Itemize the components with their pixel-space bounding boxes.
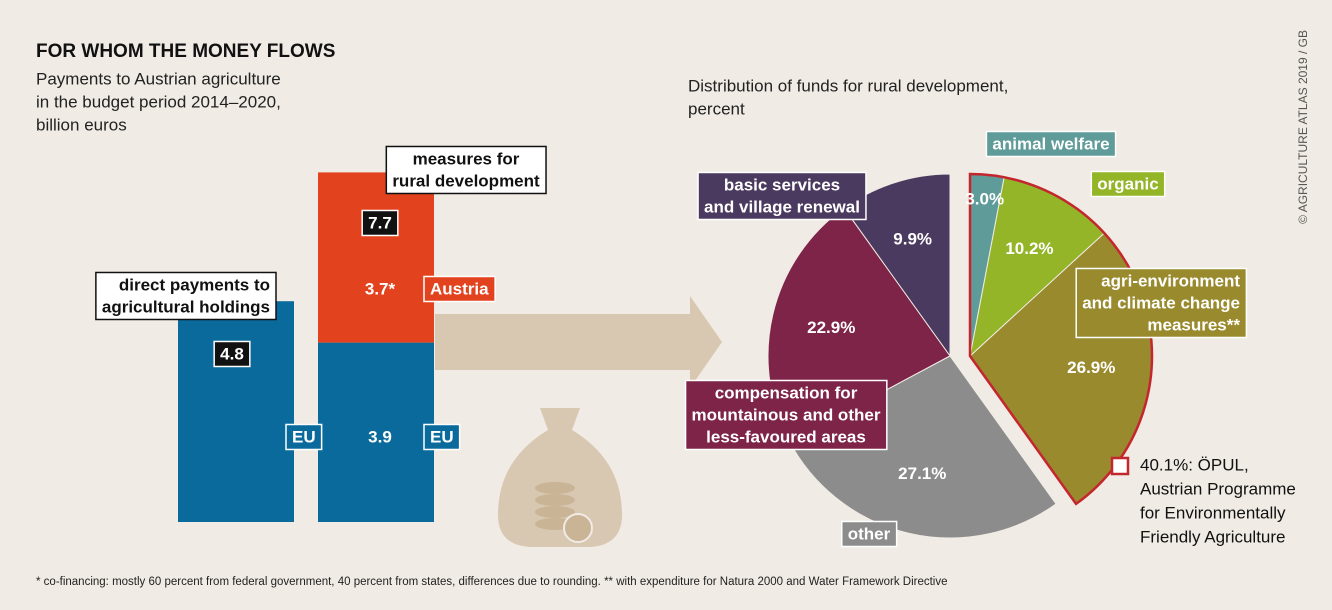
- subtitle: percent: [688, 99, 745, 118]
- category-label: rural development: [392, 171, 540, 190]
- value-label: 26.9%: [1067, 358, 1115, 377]
- value-label: 22.9%: [807, 318, 855, 337]
- category-label: agri-environment: [1101, 271, 1240, 290]
- category-label-group: compensation for mountainous and other les…: [686, 380, 887, 449]
- category-label-group: other: [842, 521, 897, 546]
- legend-label: Austria: [430, 279, 489, 298]
- value-label: 10.2%: [1005, 239, 1053, 258]
- highlight-legend-swatch: [1112, 458, 1128, 474]
- category-label-group: animal welfare: [986, 131, 1115, 156]
- subtitle: billion euros: [36, 115, 127, 134]
- category-label: basic services: [724, 175, 840, 194]
- value-label-group: 26.9%: [1067, 358, 1115, 377]
- value-label-group: 22.9%: [807, 318, 855, 337]
- category-label-group: basic services and village renewal: [698, 172, 866, 219]
- highlight-legend-label: Austrian Programme: [1140, 479, 1296, 498]
- value-label: 3.0%: [965, 190, 1004, 209]
- total-label: 4.8: [220, 344, 244, 363]
- category-label: less-favoured areas: [706, 427, 866, 446]
- value-label-group: 3.9: [368, 427, 392, 446]
- page: FOR WHOM THE MONEY FLOWS © AGRICULTURE A…: [0, 0, 1332, 610]
- credit: © AGRICULTURE ATLAS 2019 / GB: [1296, 30, 1310, 224]
- category-label-group: agri-environment and climate change measur…: [1076, 268, 1246, 337]
- value-label-group: 3.0%: [965, 190, 1004, 209]
- category-label-group: organic: [1091, 171, 1164, 196]
- value-label: 3.9: [368, 427, 392, 446]
- value-label: 27.1%: [898, 464, 946, 483]
- value-label-group: 10.2%: [1005, 239, 1053, 258]
- total-label-group: 7.7: [362, 210, 398, 235]
- total-label-group: 4.8: [214, 341, 250, 366]
- title: FOR WHOM THE MONEY FLOWS: [36, 41, 335, 62]
- category-label-group: direct payments to agricultural holdings: [96, 272, 276, 319]
- legend-label: EU: [292, 427, 316, 446]
- bar-segment: [318, 172, 434, 342]
- category-label: compensation for: [715, 383, 858, 402]
- value-label-group: 27.1%: [898, 464, 946, 483]
- highlight-legend-label: for Environmentally: [1140, 503, 1286, 522]
- subtitle: in the budget period 2014–2020,: [36, 92, 281, 111]
- bar-segment: [178, 301, 294, 522]
- legend-label-group: Austria: [424, 276, 495, 301]
- legend-label-group: EU: [286, 424, 322, 449]
- category-label: measures for: [413, 149, 520, 168]
- legend-label: EU: [430, 427, 454, 446]
- value-label: 9.9%: [893, 229, 932, 248]
- value-label-group: 3.7*: [365, 279, 396, 298]
- footnote: * co-financing: mostly 60 percent from f…: [36, 576, 948, 588]
- highlight-legend-label: 40.1%: ÖPUL,: [1140, 455, 1249, 474]
- category-label: and village renewal: [704, 197, 860, 216]
- category-label: organic: [1097, 174, 1158, 193]
- total-label: 7.7: [368, 213, 392, 232]
- category-label: animal welfare: [992, 134, 1109, 153]
- category-label: agricultural holdings: [102, 297, 270, 316]
- category-label: other: [848, 524, 891, 543]
- highlight-legend-label: Friendly Agriculture: [1140, 527, 1286, 546]
- subtitle: Payments to Austrian agriculture: [36, 69, 281, 88]
- category-label: and climate change: [1082, 293, 1240, 312]
- category-label-group: measures for rural development: [386, 146, 546, 193]
- category-label: direct payments to: [119, 275, 270, 294]
- value-label-group: 9.9%: [893, 229, 932, 248]
- legend-label-group: EU: [424, 424, 460, 449]
- chart: FOR WHOM THE MONEY FLOWS © AGRICULTURE A…: [0, 0, 1332, 610]
- category-label: measures**: [1147, 315, 1240, 334]
- value-label: 3.7*: [365, 279, 396, 298]
- category-label: mountainous and other: [692, 405, 881, 424]
- subtitle: Distribution of funds for rural developm…: [688, 76, 1008, 95]
